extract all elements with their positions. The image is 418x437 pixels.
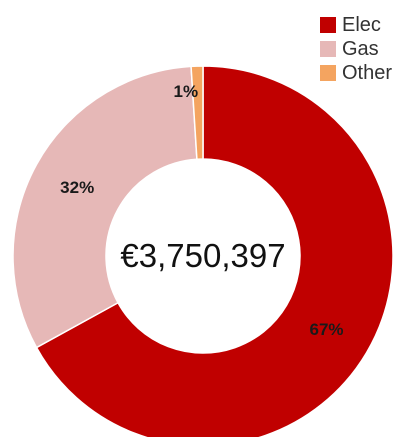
legend-swatch-other (320, 65, 336, 81)
data-label-other: 1% (174, 82, 199, 101)
slices-layer (12, 65, 394, 437)
center-total-label: €3,750,397 (120, 237, 285, 274)
data-label-gas: 32% (60, 178, 94, 197)
slice-elec (35, 65, 394, 437)
slice-other (190, 65, 204, 160)
data-labels-layer: 67% 32% 1% (60, 82, 343, 339)
legend-swatch-gas (320, 41, 336, 57)
legend-swatch-elec (320, 17, 336, 33)
data-label-elec: 67% (309, 320, 343, 339)
slice-gas (12, 65, 198, 349)
legend-label-other: Other (342, 62, 392, 84)
legend-label-elec: Elec (342, 14, 381, 36)
legend-label-gas: Gas (342, 38, 379, 60)
